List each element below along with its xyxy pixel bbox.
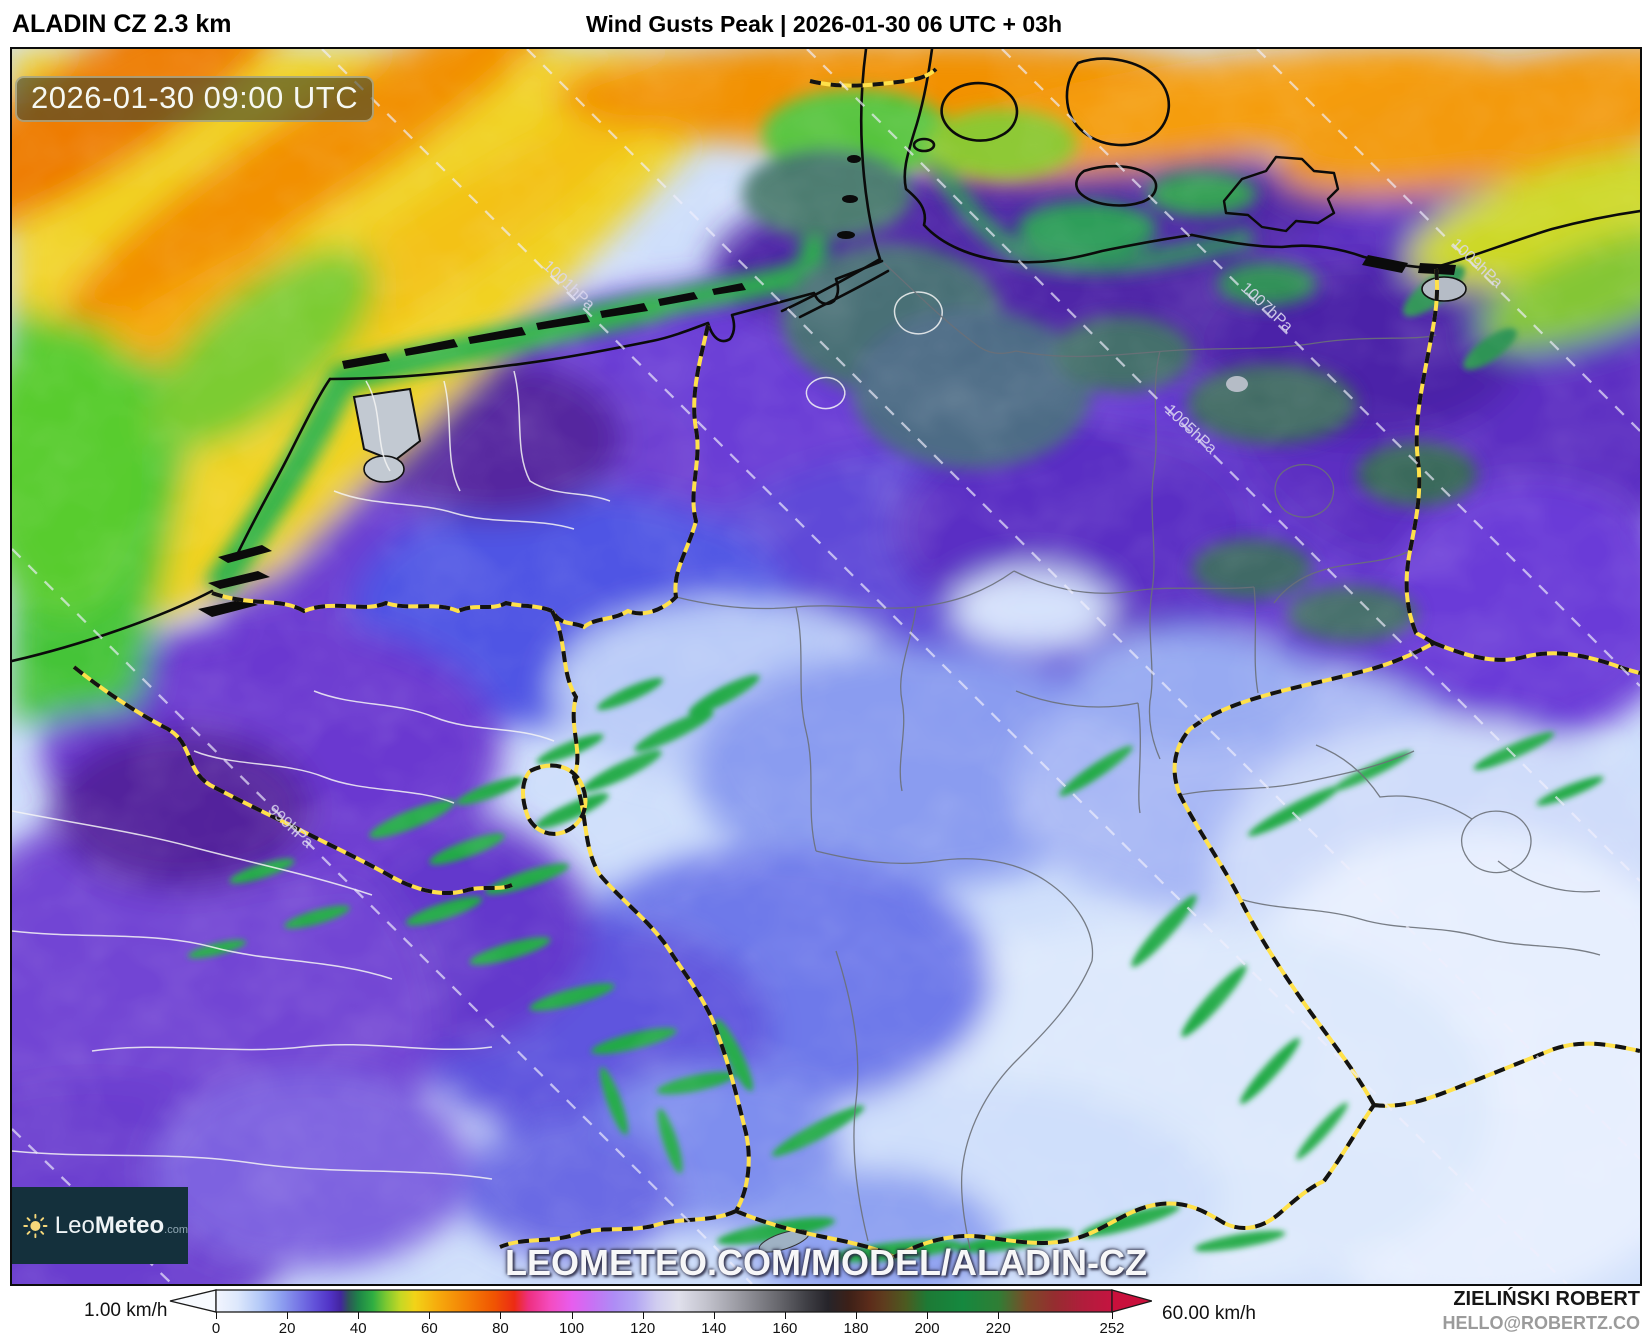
- logo-text-regular: Leo: [54, 1211, 95, 1239]
- colorbar-tick-label: 200: [914, 1320, 940, 1337]
- author-name: ZIELIŃSKI ROBERT: [1453, 1288, 1640, 1310]
- colorbar: 0 20 40 60 80 100 120 140 160 180 200 220 252: [160, 1288, 1155, 1337]
- colorbar-tick-label: 20: [278, 1320, 296, 1337]
- colorbar-tick-mark: [358, 1312, 360, 1319]
- state-borders: [675, 262, 1601, 1250]
- watermark: LEOMETEO.COM/MODEL/ALADIN-CZ: [505, 1242, 1147, 1283]
- map-title: Wind Gusts Peak | 2026-01-30 06 UTC + 03…: [585, 11, 1062, 37]
- colorbar-tick-label: 60: [420, 1320, 438, 1337]
- colorbar-tick-mark: [642, 1312, 644, 1319]
- colorbar-min-label: 1.00 km/h: [84, 1300, 168, 1321]
- sun-icon: [23, 1213, 48, 1238]
- colorbar-tick-label: 140: [701, 1320, 727, 1337]
- colorbar-max-label: 60.00 km/h: [1162, 1303, 1256, 1324]
- colorbar-tick-label: 252: [1099, 1320, 1125, 1337]
- colorbar-tick-label: 80: [492, 1320, 509, 1337]
- colorbar-tick-mark: [1112, 1312, 1113, 1319]
- logo-wordmark: LeoMeteo.com: [55, 1212, 188, 1240]
- colorbar-tick-label: 120: [630, 1320, 656, 1337]
- colorbar-tick-label: 220: [985, 1320, 1011, 1337]
- colorbar-tick-mark: [429, 1312, 431, 1319]
- colorbar-tick-mark: [713, 1312, 715, 1319]
- colorbar-tick-label: 160: [772, 1320, 798, 1337]
- colorbar-bar: [169, 1289, 1155, 1313]
- colorbar-left-arrow: [169, 1289, 217, 1313]
- colorbar-right-arrow: [1111, 1289, 1155, 1313]
- colorbar-tick-mark: [998, 1312, 1000, 1319]
- colorbar-tick-label: 0: [211, 1320, 221, 1337]
- colorbar-tick-mark: [927, 1312, 929, 1319]
- colorbar-tick-mark: [856, 1312, 857, 1319]
- lakes: [352, 276, 1467, 1253]
- logo-tld: .com: [164, 1223, 188, 1236]
- logo-text-bold: Meteo: [94, 1211, 165, 1239]
- colorbar-tick-label: 100: [559, 1320, 585, 1337]
- colorbar-tick-mark: [216, 1312, 217, 1319]
- wind-gust-field-map: 999hPa 1001hPa 1005hPa 1007hPa 1009hPa: [12, 49, 1640, 1284]
- colorbar-tick-mark: [500, 1312, 502, 1319]
- field-noise: [12, 49, 1640, 1284]
- colorbar-tick-label: 180: [843, 1320, 869, 1337]
- leometeo-logo: LeoMeteo.com: [12, 1187, 188, 1264]
- colorbar-tick-mark: [571, 1312, 573, 1319]
- map-panel: 999hPa 1001hPa 1005hPa 1007hPa 1009hPa 2…: [10, 47, 1642, 1286]
- model-label: ALADIN CZ 2.3 km: [12, 10, 232, 38]
- author-contact: HELLO@ROBERTZ.CO: [1442, 1313, 1640, 1333]
- colorbar-tick-mark: [784, 1312, 786, 1319]
- timestamp-badge: 2026-01-30 09:00 UTC: [15, 76, 375, 122]
- colorbar-tick-label: 40: [349, 1320, 367, 1337]
- regional-borders-west: [12, 291, 943, 1180]
- colorbar-tick-mark: [287, 1312, 289, 1319]
- coastlines: [12, 49, 1640, 663]
